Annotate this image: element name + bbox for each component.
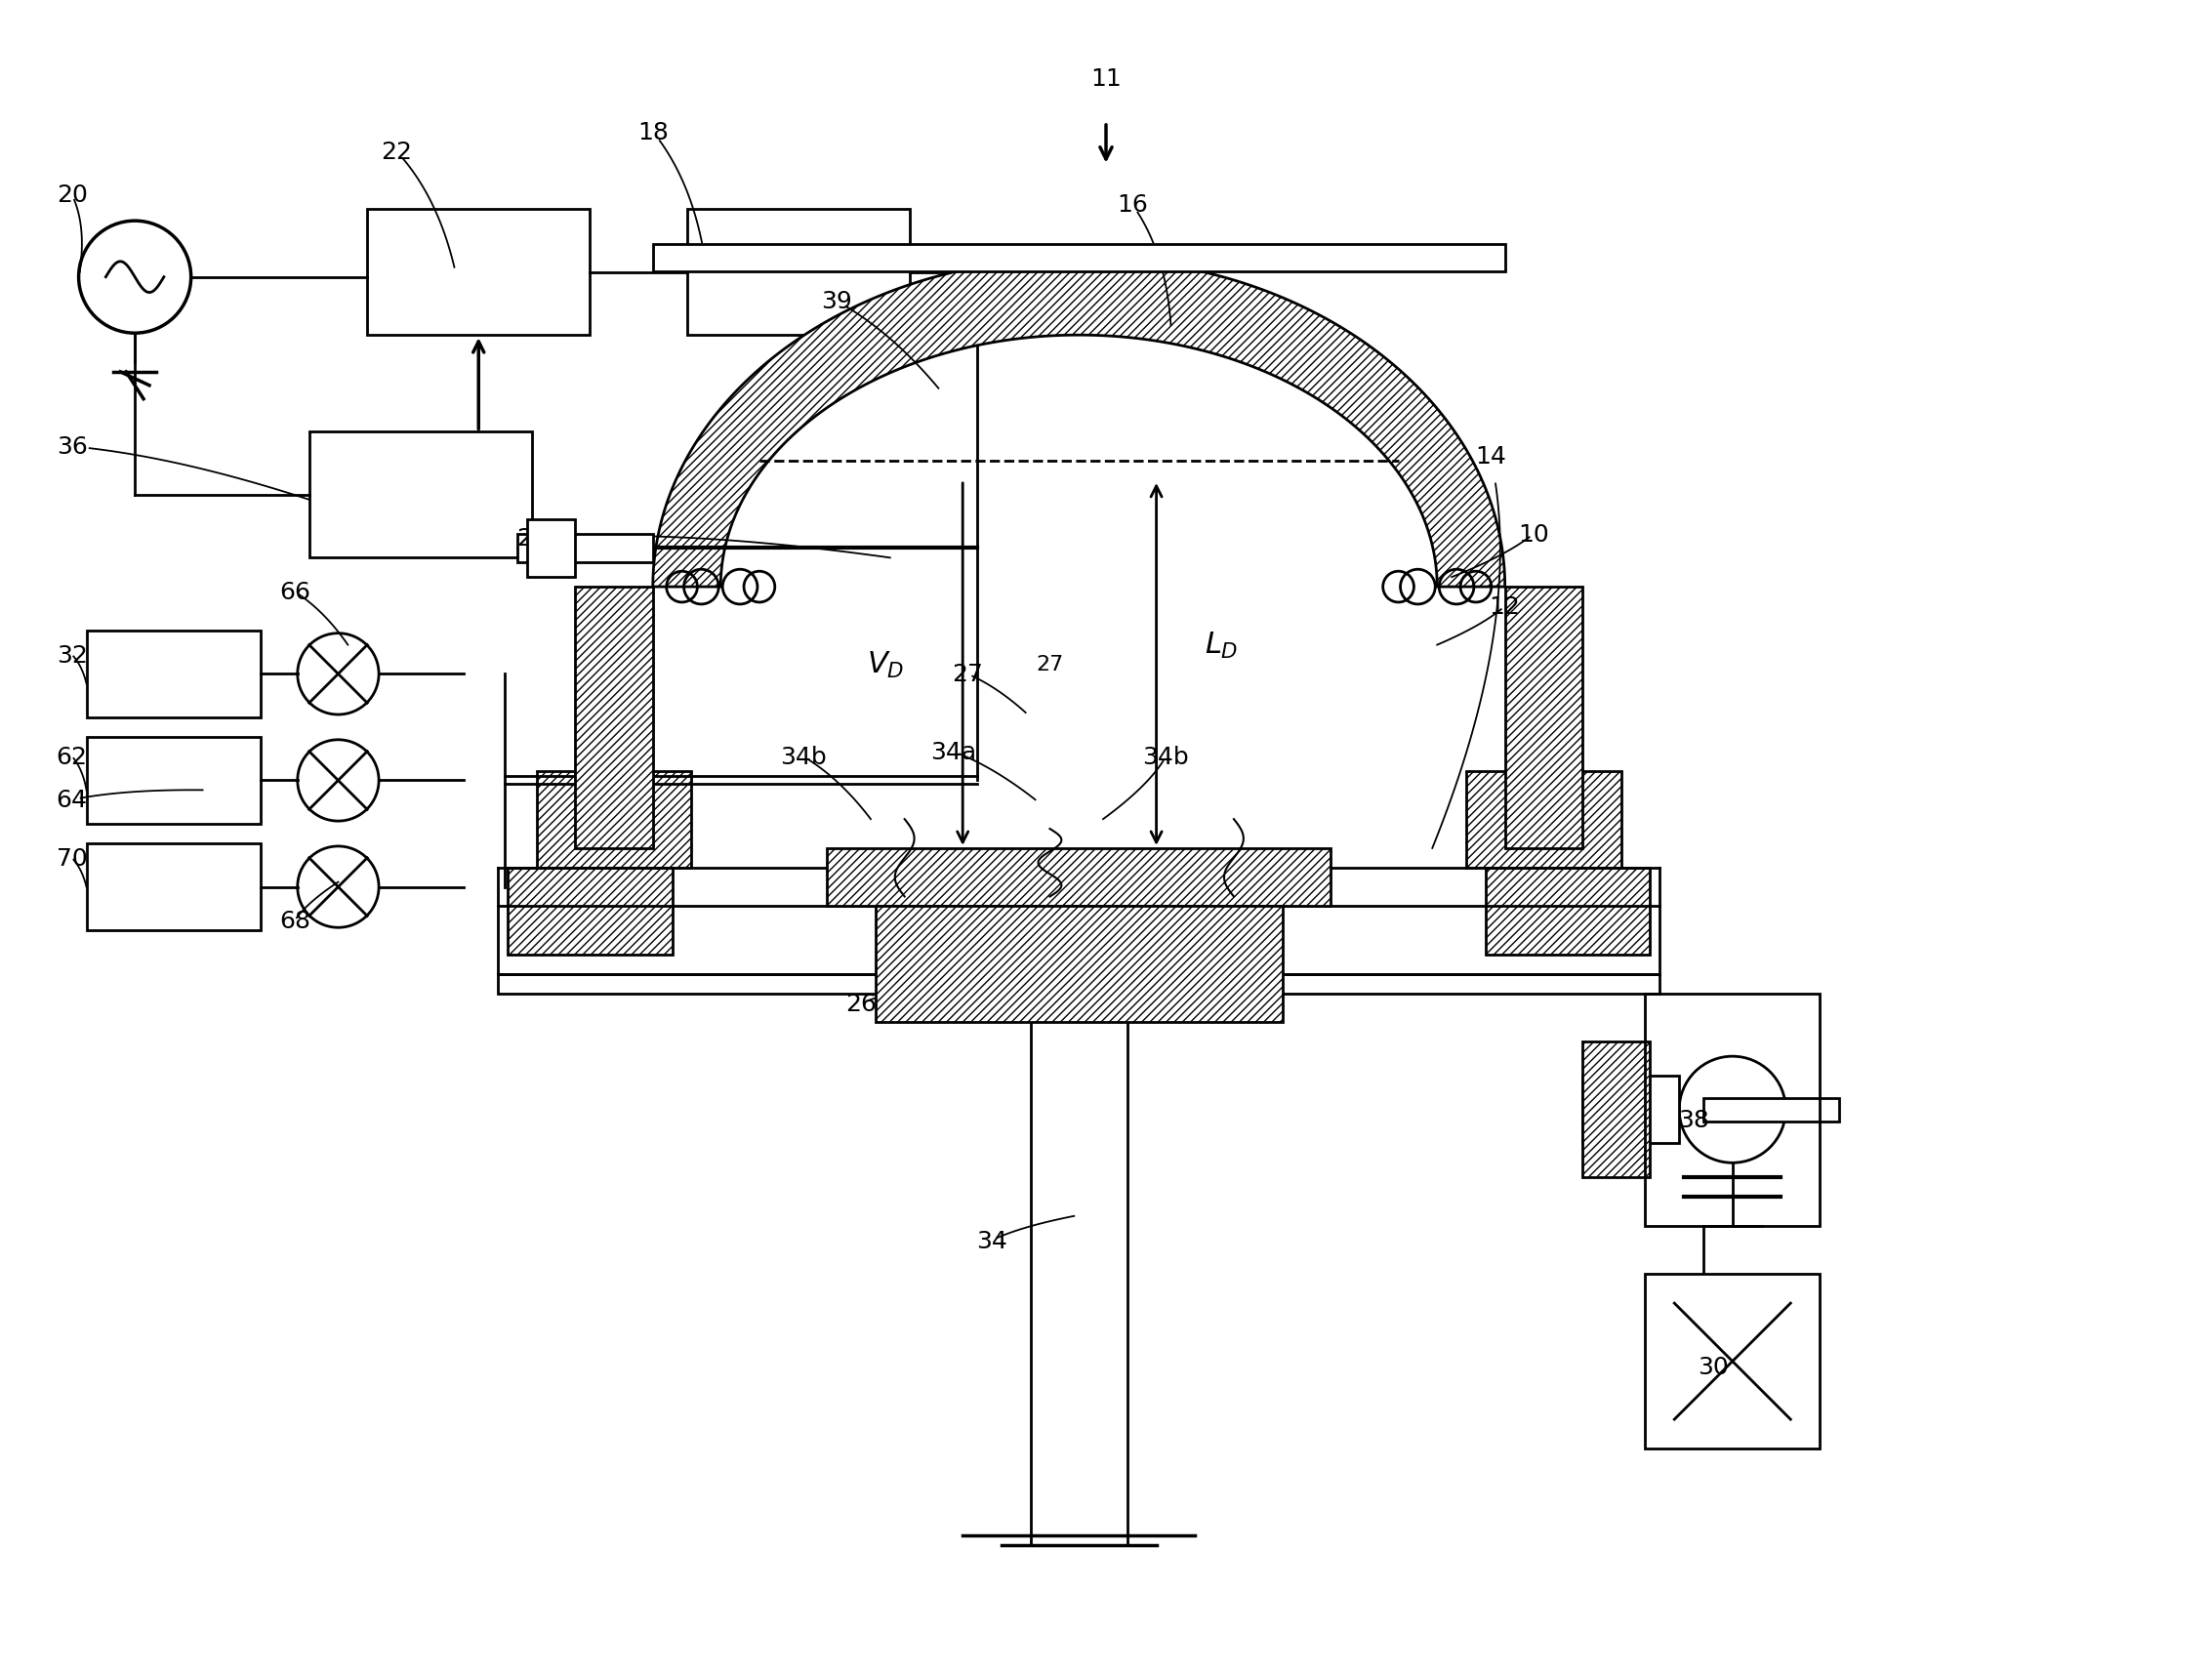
Text: 38: 38 xyxy=(1679,1108,1710,1131)
Text: 39: 39 xyxy=(821,289,852,313)
Bar xyxy=(686,211,909,336)
Bar xyxy=(518,534,653,564)
Bar xyxy=(1703,1097,1838,1121)
Text: 64: 64 xyxy=(55,788,88,811)
Text: 27: 27 xyxy=(951,663,982,686)
Polygon shape xyxy=(653,258,1504,587)
Text: $L_D$: $L_D$ xyxy=(1206,631,1239,661)
Bar xyxy=(1646,994,1820,1226)
Bar xyxy=(827,848,1332,907)
Text: 22: 22 xyxy=(380,141,411,164)
Bar xyxy=(507,868,672,955)
Text: 26: 26 xyxy=(845,992,876,1016)
Text: 16: 16 xyxy=(1117,194,1148,217)
Text: 32: 32 xyxy=(55,644,88,668)
Text: $V_D$: $V_D$ xyxy=(867,649,905,679)
Text: 20: 20 xyxy=(55,184,88,207)
Text: 62: 62 xyxy=(55,744,88,768)
Text: 14: 14 xyxy=(1475,445,1506,468)
Bar xyxy=(310,433,531,559)
Bar xyxy=(538,771,692,868)
Text: 18: 18 xyxy=(637,120,668,144)
Text: 27: 27 xyxy=(1035,656,1064,674)
Text: 12: 12 xyxy=(1489,596,1520,619)
Bar xyxy=(1582,1076,1679,1144)
Bar xyxy=(86,631,261,718)
Text: 11: 11 xyxy=(1091,67,1121,90)
Bar xyxy=(86,843,261,930)
Bar xyxy=(1467,771,1621,868)
Text: 66: 66 xyxy=(279,581,310,604)
Text: 70: 70 xyxy=(55,847,88,870)
Text: 34b: 34b xyxy=(1144,744,1190,768)
Bar xyxy=(367,211,591,336)
Bar xyxy=(1486,868,1650,955)
Text: 68: 68 xyxy=(279,910,310,934)
Bar xyxy=(1646,1275,1820,1449)
Text: 36: 36 xyxy=(55,435,88,458)
Text: 10: 10 xyxy=(1517,522,1548,545)
Text: 30: 30 xyxy=(1697,1355,1728,1379)
Bar xyxy=(526,520,575,577)
Bar xyxy=(876,907,1283,1022)
Bar xyxy=(653,244,1504,273)
Bar xyxy=(498,974,1659,994)
Bar xyxy=(575,587,653,848)
Text: 34a: 34a xyxy=(929,739,975,763)
Text: 28: 28 xyxy=(515,527,546,550)
Bar xyxy=(1504,587,1582,848)
Text: 34b: 34b xyxy=(779,744,827,768)
Text: 34: 34 xyxy=(975,1228,1006,1251)
Bar xyxy=(86,738,261,825)
Bar xyxy=(1582,1042,1650,1178)
